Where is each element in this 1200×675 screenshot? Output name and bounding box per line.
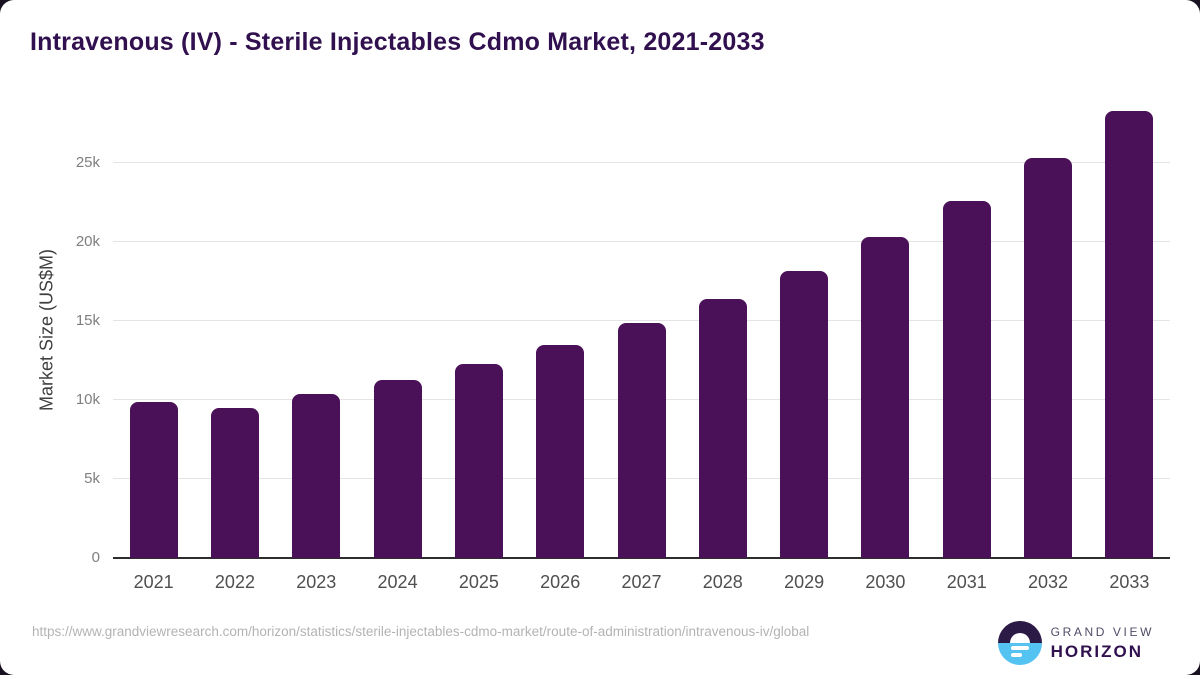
x-tick-2026: 2026 bbox=[540, 572, 581, 592]
bar-2033[interactable] bbox=[1105, 111, 1154, 558]
brand-name-top: GRAND VIEW bbox=[1050, 624, 1154, 639]
bar-2023[interactable] bbox=[292, 393, 341, 558]
bar-2031[interactable] bbox=[942, 201, 991, 558]
gridline-20k bbox=[113, 241, 1170, 243]
y-tick-25k: 25k bbox=[75, 154, 100, 172]
plot-area bbox=[113, 100, 1170, 559]
chart-title: Intravenous (IV) - Sterile Injectables C… bbox=[30, 28, 765, 56]
bar-2022[interactable] bbox=[210, 407, 259, 558]
bar-2027[interactable] bbox=[617, 322, 666, 558]
x-tick-2030: 2030 bbox=[865, 572, 906, 592]
gridline-15k bbox=[113, 320, 1170, 322]
brand-name-bottom: HORIZON bbox=[1050, 641, 1144, 661]
y-axis-title: Market Size (US$M) bbox=[36, 248, 57, 412]
bar-2032[interactable] bbox=[1024, 158, 1073, 558]
bar-2030[interactable] bbox=[861, 237, 910, 558]
bar-2024[interactable] bbox=[373, 379, 422, 558]
x-tick-2028: 2028 bbox=[702, 572, 743, 592]
x-tick-2033: 2033 bbox=[1109, 572, 1150, 592]
x-tick-2027: 2027 bbox=[621, 572, 662, 592]
bar-2021[interactable] bbox=[129, 401, 178, 558]
x-tick-2025: 2025 bbox=[458, 572, 499, 592]
x-tick-2032: 2032 bbox=[1028, 572, 1069, 592]
grand-view-horizon-logo: GRAND VIEW HORIZON bbox=[997, 621, 1154, 665]
x-tick-2031: 2031 bbox=[946, 572, 987, 592]
bar-2026[interactable] bbox=[536, 344, 585, 558]
bar-2028[interactable] bbox=[698, 299, 747, 558]
x-tick-2024: 2024 bbox=[377, 572, 418, 592]
x-axis-line bbox=[113, 557, 1170, 559]
horizon-sunrise-icon bbox=[997, 621, 1042, 665]
bar-2025[interactable] bbox=[454, 363, 503, 558]
y-tick-5k: 5k bbox=[84, 470, 100, 488]
x-tick-2029: 2029 bbox=[784, 572, 825, 592]
source-url: https://www.grandviewresearch.com/horizo… bbox=[32, 624, 810, 639]
x-tick-2021: 2021 bbox=[133, 572, 174, 592]
y-tick-15k: 15k bbox=[75, 312, 100, 330]
y-tick-0: 0 bbox=[91, 549, 100, 566]
x-tick-2022: 2022 bbox=[214, 572, 255, 592]
y-tick-10k: 10k bbox=[75, 391, 100, 409]
gridline-25k bbox=[113, 162, 1170, 164]
y-tick-20k: 20k bbox=[75, 233, 100, 251]
bar-2029[interactable] bbox=[780, 270, 829, 558]
x-tick-2023: 2023 bbox=[296, 572, 337, 592]
